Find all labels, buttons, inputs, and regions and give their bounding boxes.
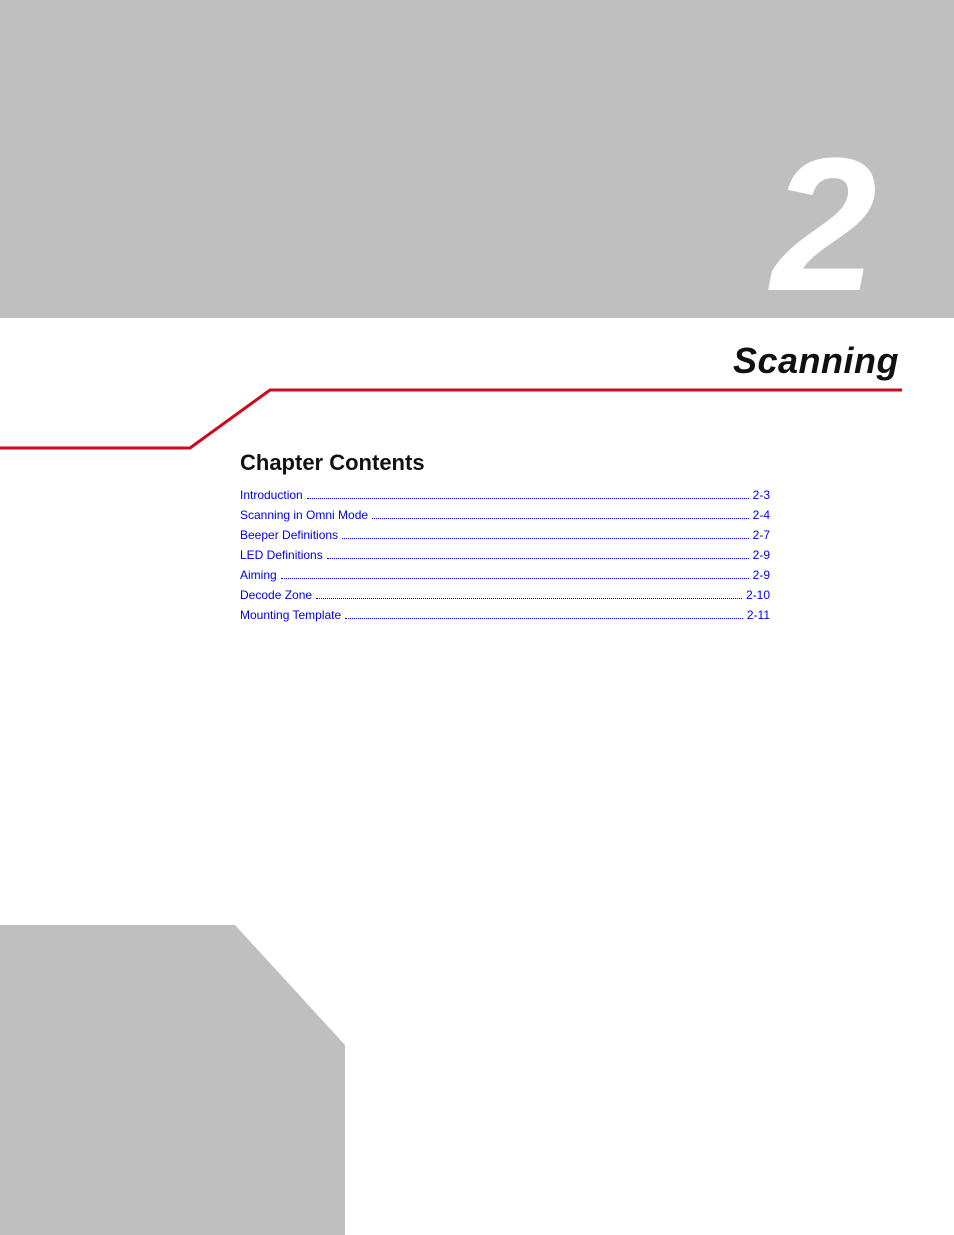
- toc-leader: [342, 538, 749, 539]
- toc-entry[interactable]: Beeper Definitions 2-7: [240, 528, 770, 542]
- toc-leader: [327, 558, 749, 559]
- contents-heading: Chapter Contents: [240, 450, 770, 476]
- chapter-title: Scanning: [733, 340, 899, 382]
- toc-page: 2-4: [753, 508, 770, 522]
- toc-leader: [307, 498, 749, 499]
- toc-entry[interactable]: Decode Zone 2-10: [240, 588, 770, 602]
- toc-label: LED Definitions: [240, 548, 323, 562]
- chapter-contents: Chapter Contents Introduction 2-3 Scanni…: [240, 450, 770, 628]
- toc-entry[interactable]: Aiming 2-9: [240, 568, 770, 582]
- toc-leader: [281, 578, 749, 579]
- toc-entry[interactable]: Introduction 2-3: [240, 488, 770, 502]
- toc-page: 2-7: [753, 528, 770, 542]
- header-gray-block: [0, 0, 954, 318]
- toc-entry[interactable]: Scanning in Omni Mode 2-4: [240, 508, 770, 522]
- toc-label: Introduction: [240, 488, 303, 502]
- toc-page: 2-10: [746, 588, 770, 602]
- toc-label: Mounting Template: [240, 608, 341, 622]
- toc-label: Decode Zone: [240, 588, 312, 602]
- toc-entry[interactable]: Mounting Template 2-11: [240, 608, 770, 622]
- toc-label: Aiming: [240, 568, 277, 582]
- toc-entry[interactable]: LED Definitions 2-9: [240, 548, 770, 562]
- toc-leader: [316, 598, 742, 599]
- toc-page: 2-9: [753, 568, 770, 582]
- toc-page: 2-3: [753, 488, 770, 502]
- page: 2 Scanning Chapter Contents Introduction…: [0, 0, 954, 1235]
- toc-leader: [372, 518, 749, 519]
- toc-label: Scanning in Omni Mode: [240, 508, 368, 522]
- toc-label: Beeper Definitions: [240, 528, 338, 542]
- toc-page: 2-9: [753, 548, 770, 562]
- toc-page: 2-11: [747, 608, 770, 622]
- toc-leader: [345, 618, 743, 619]
